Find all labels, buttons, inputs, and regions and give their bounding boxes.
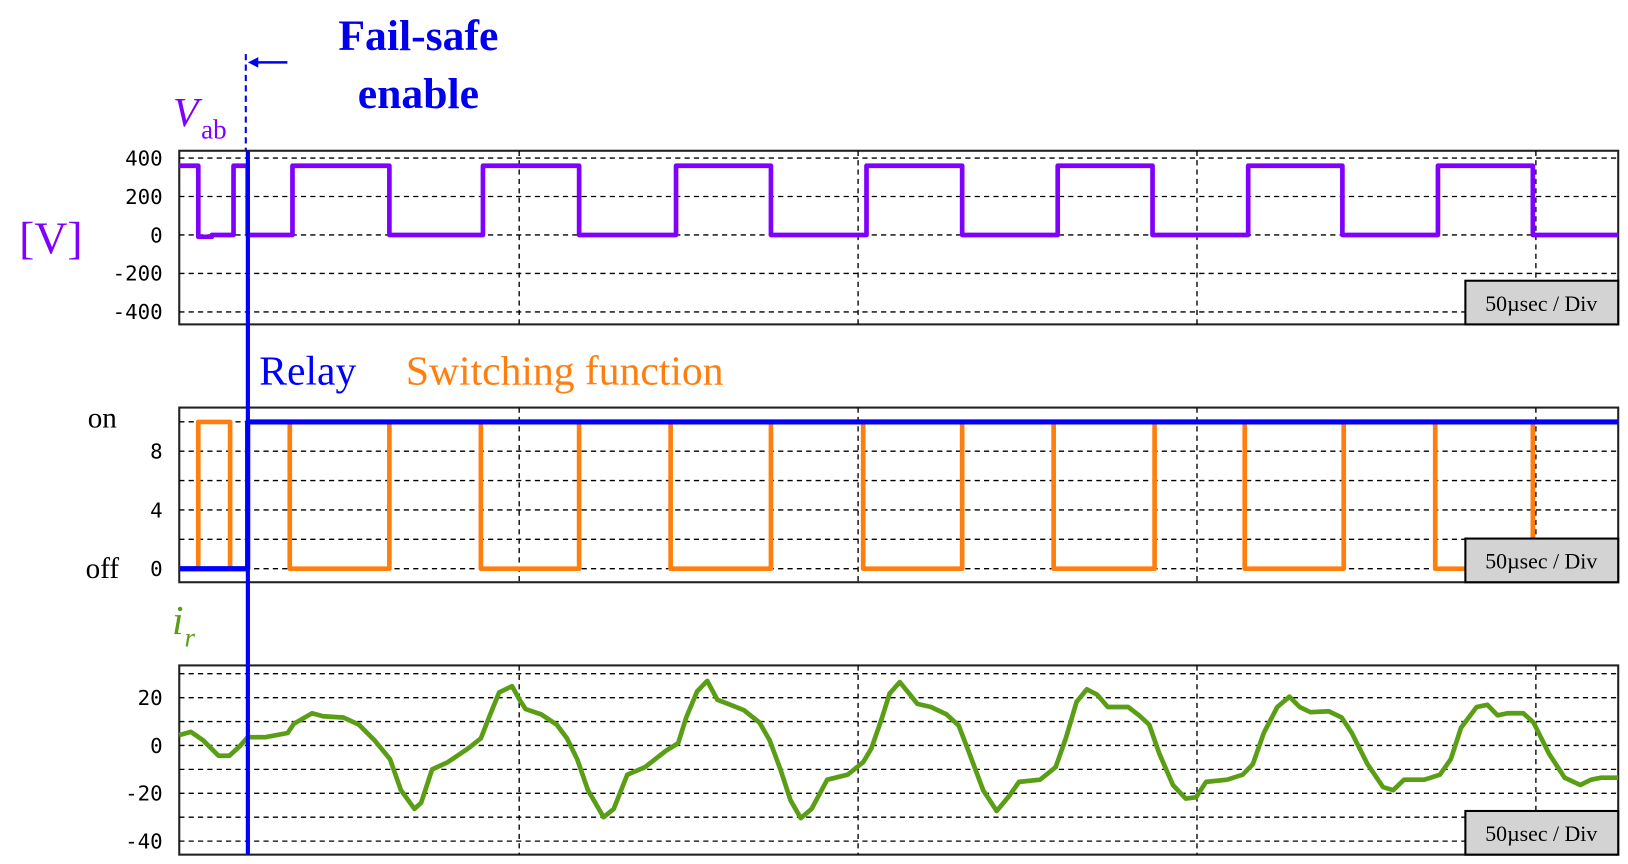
series-switching [179, 419, 1619, 572]
fail-safe-label-line2: enable [358, 70, 479, 118]
panel-2: 8 4 0 50µsec / Div [150, 406, 1620, 584]
time-scale-box: 50µsec / Div [1464, 279, 1620, 326]
arrow-head-icon [247, 57, 259, 68]
plot-frame [178, 406, 1620, 584]
plot-frame [178, 149, 1620, 326]
y-tick-label: -40 [125, 829, 163, 853]
series-relay [179, 419, 1619, 572]
vab-label: V [173, 89, 203, 135]
y-tick-label: 400 [125, 146, 163, 170]
plot-frame [178, 664, 1620, 856]
series-vab [179, 163, 1619, 240]
y-tick-label: 4 [150, 498, 163, 522]
time-scale-box-bg [1464, 537, 1620, 584]
legend-switching-function: Switching function [406, 348, 724, 394]
y-tick-label: -20 [125, 782, 163, 806]
time-scale-box-bg [1464, 279, 1620, 326]
time-scale-box: 50µsec / Div [1464, 537, 1620, 584]
time-scale-box: 50µsec / Div [1464, 809, 1620, 856]
fail-safe-label-line1: Fail-safe [338, 12, 498, 60]
vab-label-sub: ab [201, 114, 227, 144]
time-scale-box-bg [1464, 809, 1620, 856]
time-scale-label: 50µsec / Div [1485, 822, 1597, 846]
y-tick-label: 0 [150, 734, 163, 758]
y-tick-label: -400 [113, 300, 163, 324]
time-scale-label: 50µsec / Div [1485, 550, 1597, 574]
series-current [178, 678, 1619, 821]
state-on-label: on [88, 402, 118, 434]
y-tick-label: 0 [150, 223, 163, 247]
y-tick-label: -200 [113, 262, 163, 286]
ir-label-sub: r [184, 623, 195, 653]
state-off-label: off [86, 553, 120, 585]
panel-3: 20 0 -20 -40 50µsec / Div [125, 664, 1620, 856]
y-tick-label: 20 [138, 686, 163, 710]
vab-unit-label: [V] [19, 213, 82, 264]
y-tick-label: 8 [150, 440, 163, 464]
y-tick-label: 200 [125, 185, 163, 209]
time-scale-label: 50µsec / Div [1485, 292, 1597, 316]
ir-label: i [172, 597, 184, 643]
y-tick-label: 0 [150, 557, 163, 581]
panel-1: 400 200 0 -200 -400 50µsec / Div [113, 146, 1620, 326]
legend-relay: Relay [259, 348, 356, 394]
